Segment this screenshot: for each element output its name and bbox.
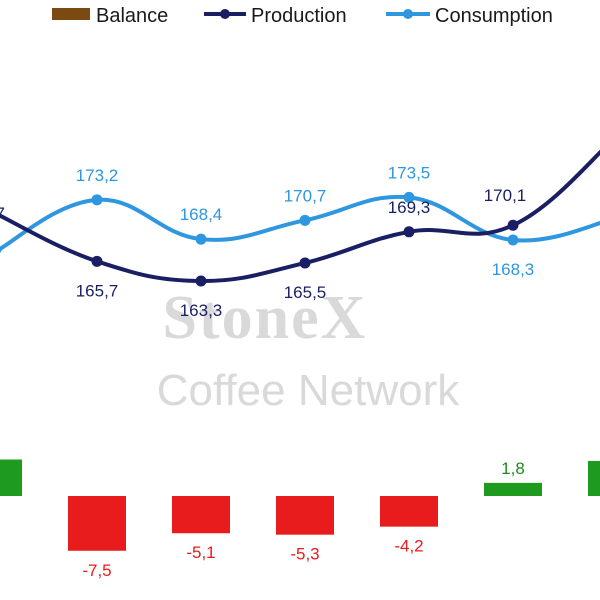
balance-bar — [380, 496, 438, 527]
balance-data-label: 1,8 — [501, 459, 525, 478]
production-data-label: 7,7 — [0, 204, 5, 223]
balance-data-label: -7,5 — [82, 561, 111, 580]
balance-data-label: -5,3 — [290, 545, 319, 564]
consumption-point — [507, 234, 519, 246]
data-labels: 0-7,5-5,1-5,3-4,21,83,7173,2168,4170,717… — [0, 99, 600, 580]
legend-label-production: Production — [251, 5, 347, 27]
consumption-point — [299, 214, 311, 226]
legend-label-consumption: Consumption — [435, 5, 553, 27]
production-point — [403, 226, 415, 238]
watermark-line2: Coffee Network — [157, 366, 460, 415]
balance-data-label: -5,1 — [186, 543, 215, 562]
production-point — [91, 255, 103, 267]
production-data-label: 163,3 — [180, 301, 223, 320]
legend-marker-production — [220, 9, 230, 19]
production-point — [299, 257, 311, 269]
production-point — [507, 219, 519, 231]
balance-bar — [68, 496, 126, 551]
consumption-data-label: 173,5 — [388, 163, 431, 182]
watermark: StoneX Coffee Network — [157, 284, 460, 415]
production-data-label: 165,7 — [76, 281, 119, 300]
consumption-point — [195, 233, 207, 245]
production-data-label: 165,5 — [284, 283, 327, 302]
legend: Balance Production Consumption — [52, 5, 553, 27]
balance-bars — [0, 459, 600, 551]
balance-bar — [276, 496, 334, 535]
balance-data-label: -4,2 — [394, 537, 423, 556]
production-data-label: 170,1 — [484, 186, 527, 205]
consumption-point — [91, 194, 103, 206]
consumption-data-label: 168,4 — [180, 205, 223, 224]
consumption-data-label: 170,7 — [284, 186, 327, 205]
balance-bar — [0, 459, 22, 496]
series-lines — [0, 149, 600, 287]
legend-swatch-balance — [52, 8, 90, 20]
consumption-point — [403, 191, 415, 203]
watermark-line1: StoneX — [163, 284, 368, 352]
balance-bar — [172, 496, 230, 534]
consumption-data-label: 3,7 — [0, 245, 3, 264]
consumption-data-label: 168,3 — [492, 260, 535, 279]
production-point — [195, 275, 207, 287]
legend-label-balance: Balance — [96, 5, 168, 27]
balance-bar — [484, 482, 542, 496]
balance-bar — [588, 460, 600, 496]
consumption-data-label: 173,2 — [76, 166, 119, 185]
production-data-label: 169,3 — [388, 198, 431, 217]
legend-marker-consumption — [403, 9, 413, 19]
